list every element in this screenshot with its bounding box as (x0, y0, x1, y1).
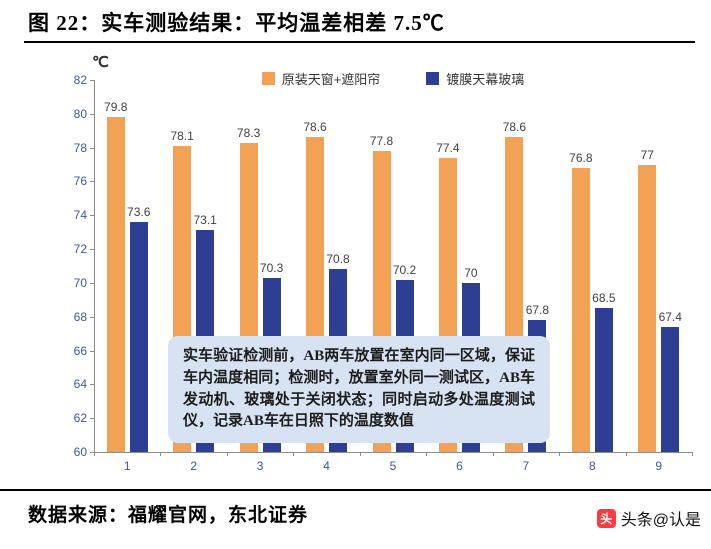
bar-orange (571, 167, 590, 452)
legend-swatch-orange (261, 72, 275, 85)
x-axis-line (94, 452, 693, 453)
x-axis-tick (492, 452, 494, 456)
x-axis-tick (293, 452, 295, 456)
y-tick-label: 64 (73, 377, 87, 392)
legend-swatch-blue (426, 72, 440, 85)
y-axis-tick (90, 181, 94, 183)
x-axis-tick (692, 452, 693, 456)
bar-value-label: 73.6 (127, 205, 151, 220)
x-axis-tick (559, 452, 561, 456)
watermark: 头 头条@认是 (596, 506, 701, 530)
y-tick-label: 62 (73, 411, 87, 426)
y-tick-label: 78 (73, 140, 87, 155)
bar-blue (129, 222, 148, 452)
toutiao-logo-glyph: 头 (600, 511, 613, 526)
y-tick-label: 70 (73, 275, 87, 290)
y-axis-tick (90, 147, 94, 149)
y-axis-tick (90, 113, 94, 115)
y-axis-tick (90, 249, 94, 251)
data-source-text: 数据来源：福耀官网，东北证券 (28, 505, 309, 526)
toutiao-logo-icon: 头 (596, 508, 616, 528)
x-tick-label: 5 (389, 459, 397, 473)
y-axis-tick (90, 215, 94, 217)
y-tick-label: 80 (73, 106, 87, 121)
y-tick-label: 68 (73, 309, 87, 324)
bar-value-label: 67.4 (658, 309, 682, 324)
bar-value-label: 77.8 (369, 134, 394, 149)
x-axis-tick (625, 452, 627, 456)
bar-value-label: 77.4 (436, 140, 460, 155)
x-axis-tick (94, 452, 95, 456)
bar-value-label: 78.6 (303, 120, 327, 135)
bar-value-label: 77 (640, 147, 654, 162)
bar-value-label: 70.8 (326, 252, 350, 267)
y-axis-tick (90, 316, 94, 318)
bar-orange (106, 117, 125, 452)
bar-value-label: 78.6 (502, 120, 527, 135)
x-axis-tick (426, 452, 428, 456)
bar-blue (661, 326, 680, 452)
y-tick-label: 76 (73, 174, 87, 189)
bar-value-label: 70.3 (259, 260, 284, 275)
y-axis-tick (90, 418, 94, 420)
bar-value-label: 73.1 (193, 213, 217, 228)
bar-orange (638, 164, 657, 452)
legend-item-original-sunroof: 原装天窗+遮阳帘 (261, 69, 381, 88)
bar-value-label: 67.8 (525, 303, 550, 318)
chart-legend: 原装天窗+遮阳帘 镀膜天幕玻璃 (94, 69, 692, 88)
x-tick-label: 3 (256, 459, 264, 473)
bar-value-label: 76.8 (569, 150, 593, 165)
figure-title: 图 22：实车测验结果：平均温差相差 7.5℃ (28, 11, 445, 35)
x-axis-tick (226, 452, 228, 456)
x-axis-tick (359, 452, 361, 456)
watermark-text: 头条@认是 (620, 512, 701, 529)
y-axis-unit-label: ℃ (92, 54, 109, 71)
bar-value-label: 78.3 (236, 125, 261, 140)
y-axis-tick (90, 384, 94, 386)
x-tick-label: 6 (456, 459, 463, 473)
x-axis-tick (160, 452, 162, 456)
y-tick-label: 72 (73, 242, 87, 257)
bar-value-label: 68.5 (592, 291, 616, 306)
y-axis-tick (90, 452, 94, 453)
x-tick-label: 8 (588, 459, 596, 473)
bar-value-label: 70.2 (392, 262, 417, 277)
y-axis-tick (90, 350, 94, 352)
x-tick-label: 2 (190, 459, 197, 473)
title-divider (24, 41, 695, 43)
bar-value-label: 78.1 (170, 128, 194, 143)
legend-label-series1: 原装天窗+遮阳帘 (281, 72, 381, 87)
y-axis-line (94, 80, 95, 452)
x-tick-label: 7 (522, 459, 530, 473)
legend-label-series2: 镀膜天幕玻璃 (446, 72, 525, 87)
chart-annotation: 实车验证检测前，AB两车放置在室内同一区域，保证车内温度相同；检测时，放置室外同… (168, 336, 550, 443)
y-tick-label: 82 (73, 73, 87, 87)
x-tick-label: 9 (655, 459, 663, 473)
y-axis-tick (90, 80, 94, 81)
bar-value-label: 79.8 (104, 100, 128, 115)
x-tick-label: 1 (123, 459, 131, 473)
bar-blue (594, 308, 613, 452)
bar-value-label: 70 (464, 265, 478, 280)
y-tick-label: 66 (73, 343, 87, 358)
footer-divider (0, 489, 711, 491)
y-axis-tick (90, 282, 94, 284)
y-tick-label: 74 (73, 208, 87, 223)
y-tick-label: 60 (73, 445, 87, 459)
x-tick-label: 4 (323, 459, 330, 473)
legend-item-coated-glass: 镀膜天幕玻璃 (426, 69, 524, 88)
